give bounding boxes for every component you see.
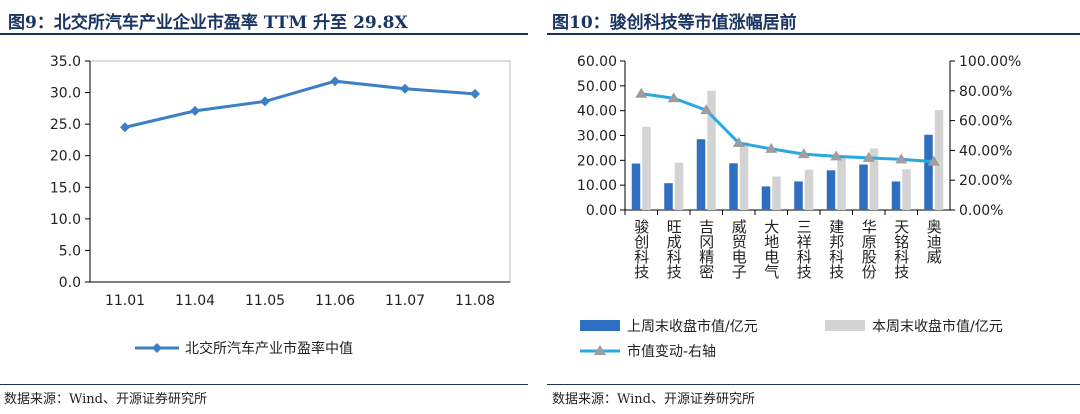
legend-label-change: 市值变动-右轴	[627, 343, 716, 360]
bar-last-week	[794, 181, 803, 210]
left-chart-title: 图9：北交所汽车产业企业市盈率 TTM 升至 29.8X	[8, 13, 408, 33]
x-category-label: 骏创科技	[632, 219, 650, 280]
bar-this-week	[837, 157, 846, 210]
y2-tick-label: 40.00%	[959, 143, 1012, 159]
mv-change-marker	[862, 151, 875, 162]
bar-last-week	[826, 170, 836, 210]
mv-change-marker	[635, 87, 648, 98]
y-tick-label: 30.00	[577, 129, 617, 145]
right-source-note: 数据来源：Wind、开源证券研究所	[552, 392, 755, 407]
mv-change-marker	[797, 148, 810, 159]
legend-swatch-change-marker	[594, 345, 606, 355]
bar-last-week	[696, 139, 706, 210]
bar-this-week	[642, 126, 651, 210]
pe-data-point	[190, 105, 200, 116]
bar-this-week	[772, 176, 781, 210]
pe-data-point	[260, 96, 270, 107]
x-category-label: 三祥科技	[795, 219, 813, 280]
legend-label-this-week: 本周末收盘市值/亿元	[872, 318, 1003, 335]
x-category-label: 华原股份	[860, 219, 878, 280]
bar-last-week	[729, 163, 738, 210]
x-category-label: 建邦科技	[827, 219, 845, 280]
y2-tick-label: 80.00%	[959, 84, 1012, 100]
y-tick-label: 25.0	[50, 117, 81, 133]
legend-marker	[152, 343, 162, 353]
bar-this-week	[674, 162, 684, 210]
x-category-label: 奥迪威	[925, 219, 943, 265]
bar-last-week	[664, 183, 673, 210]
right-source-rule	[547, 384, 1080, 385]
legend-label-last-week: 上周末收盘市值/亿元	[627, 318, 758, 335]
mv-change-marker	[700, 104, 713, 115]
x-category-label: 旺成科技	[665, 219, 683, 280]
y-tick-label: 50.00	[577, 79, 617, 95]
x-tick-label: 11.04	[175, 293, 215, 309]
bar-last-week	[924, 134, 933, 210]
x-tick-label: 11.01	[105, 293, 145, 309]
mv-change-line	[641, 92, 934, 164]
y-tick-label: 0.0	[59, 275, 81, 291]
left-source-rule	[0, 384, 528, 385]
mv-change-marker	[732, 136, 745, 147]
mv-change-marker	[927, 155, 940, 166]
y-tick-label: 20.0	[50, 149, 81, 165]
x-category-label: 吉冈精密	[697, 219, 715, 279]
y-tick-label: 15.0	[50, 180, 81, 196]
mv-change-marker	[667, 92, 680, 103]
left-source-note: 数据来源：Wind、开源证券研究所	[4, 392, 207, 407]
bar-this-week	[739, 142, 749, 210]
y-tick-label: 40.00	[577, 104, 617, 120]
y2-tick-label: 60.00%	[959, 114, 1012, 130]
bar-last-week	[859, 164, 868, 210]
x-tick-label: 11.07	[385, 293, 425, 309]
pe-data-point	[470, 88, 480, 99]
y2-tick-label: 20.00%	[959, 173, 1012, 189]
right-chart-title: 图10：骏创科技等市值涨幅居前	[552, 13, 797, 33]
mv-change-marker	[895, 153, 908, 164]
pe-series-line	[124, 79, 476, 129]
left-title-rule	[0, 33, 528, 35]
bar-last-week	[631, 163, 641, 210]
mv-change-marker	[765, 142, 778, 153]
bar-this-week	[869, 148, 879, 210]
x-tick-label: 11.05	[245, 293, 285, 309]
mv-change-marker	[830, 150, 843, 161]
pe-data-point	[400, 83, 410, 94]
bar-this-week	[707, 90, 716, 210]
legend-swatch-this-week	[825, 320, 865, 331]
x-category-label: 威贸电子	[730, 219, 748, 279]
y-tick-label: 20.00	[577, 153, 617, 169]
x-category-label: 天铭科技	[892, 219, 910, 280]
bar-last-week	[891, 181, 901, 210]
pe-data-point	[120, 122, 130, 133]
y-tick-label: 60.00	[577, 54, 617, 70]
right-title-rule	[547, 33, 1080, 35]
y-tick-label: 0.00	[586, 203, 617, 219]
y-tick-label: 5.0	[59, 243, 81, 259]
left-line-chart: 0.0 5.0 10.0 15.0 20.0 25.0 30.0 35.0 11.01 11.04…	[50, 54, 511, 357]
legend-swatch-last-week	[580, 320, 620, 331]
y-tick-label: 30.0	[50, 86, 81, 102]
x-tick-label: 11.08	[455, 293, 495, 309]
y2-tick-label: 0.00%	[959, 203, 1003, 219]
y-tick-label: 10.0	[50, 212, 81, 228]
bar-last-week	[761, 186, 771, 210]
y-tick-label: 35.0	[50, 54, 81, 70]
plot-frame	[89, 60, 511, 283]
x-tick-label: 11.06	[315, 293, 355, 309]
y-tick-label: 10.00	[577, 178, 617, 194]
bar-this-week	[804, 169, 814, 210]
y2-tick-label: 100.00%	[959, 54, 1021, 70]
bar-this-week	[934, 110, 944, 210]
pe-data-point	[330, 76, 340, 87]
legend-label: 北交所汽车产业市盈率中值	[185, 340, 353, 357]
bar-this-week	[902, 169, 911, 210]
right-combo-chart: 0.00 10.00 20.00 30.00 40.00 50.00 60.00 0.00% 2…	[577, 54, 1021, 360]
x-category-label: 大地电气	[762, 219, 780, 279]
